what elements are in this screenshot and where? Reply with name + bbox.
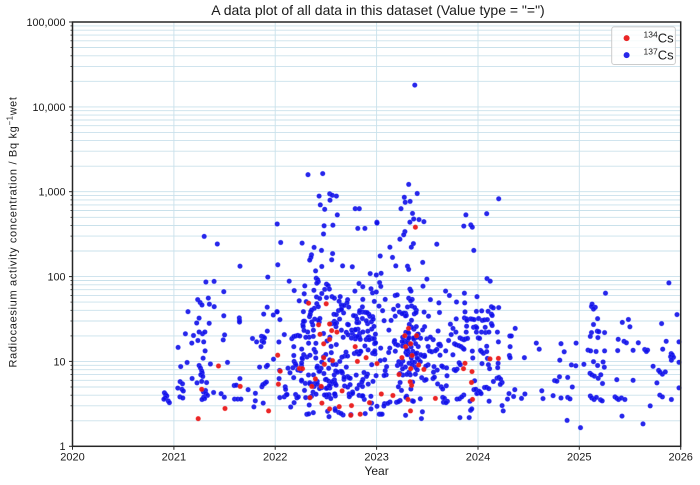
svg-text:A data plot of all data in thi: A data plot of all data in this dataset … [211, 2, 544, 18]
svg-text:100,000: 100,000 [26, 17, 65, 29]
svg-text:100: 100 [47, 272, 65, 284]
svg-text:Radiocaesium activity concentr: Radiocaesium activity concentration / Bq… [6, 96, 20, 367]
svg-text:134Cs: 134Cs [644, 30, 675, 46]
svg-text:2021: 2021 [162, 452, 186, 464]
svg-text:10: 10 [53, 356, 65, 368]
svg-text:2025: 2025 [567, 452, 591, 464]
svg-text:1: 1 [59, 441, 65, 453]
svg-text:2026: 2026 [668, 452, 692, 464]
svg-text:Year: Year [364, 464, 388, 478]
svg-text:2023: 2023 [364, 452, 388, 464]
svg-text:2022: 2022 [263, 452, 287, 464]
svg-text:2024: 2024 [466, 452, 490, 464]
svg-text:1,000: 1,000 [38, 187, 65, 199]
svg-text:137Cs: 137Cs [644, 47, 675, 63]
svg-text:10,000: 10,000 [32, 102, 65, 114]
svg-text:2020: 2020 [60, 452, 84, 464]
